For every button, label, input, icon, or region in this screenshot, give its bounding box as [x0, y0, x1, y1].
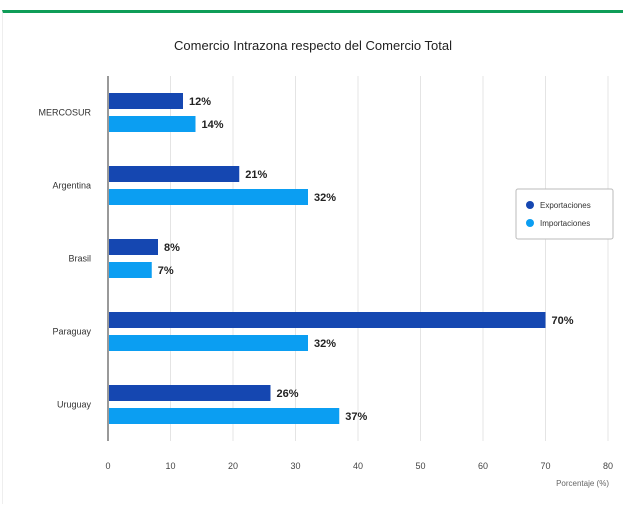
- data-label: 12%: [189, 96, 211, 108]
- x-tick-label: 50: [415, 461, 425, 471]
- x-axis-title: Porcentaje (%): [556, 479, 609, 488]
- data-label: 37%: [345, 411, 367, 423]
- legend-marker-exportaciones: [526, 201, 534, 209]
- category-labels: MERCOSUR Argentina Brasil Paraguay Uruguay: [38, 108, 91, 410]
- legend-label-importaciones: Importaciones: [540, 219, 590, 228]
- chart-card: Comercio Intrazona respecto del Comercio…: [2, 10, 623, 504]
- category-label: MERCOSUR: [38, 108, 91, 118]
- bar-exportaciones-paraguay: [109, 312, 546, 328]
- x-tick-labels: 0 10 20 30 40 50 60 70 80: [105, 461, 613, 471]
- bar-exportaciones-argentina: [109, 166, 240, 182]
- bar-importaciones-paraguay: [109, 335, 308, 351]
- legend: Exportaciones Importaciones: [515, 188, 614, 240]
- x-tick-label: 40: [353, 461, 363, 471]
- bar-importaciones-brasil: [109, 262, 152, 278]
- data-label: 26%: [277, 388, 299, 400]
- x-tick-label: 80: [603, 461, 613, 471]
- x-tick-label: 30: [290, 461, 300, 471]
- data-label: 21%: [245, 169, 267, 181]
- chart-title: Comercio Intrazona respecto del Comercio…: [174, 38, 452, 53]
- legend-box: [515, 188, 614, 240]
- x-tick-label: 70: [540, 461, 550, 471]
- legend-marker-importaciones: [526, 219, 534, 227]
- gridlines: [170, 76, 609, 441]
- category-label: Brasil: [68, 254, 91, 264]
- x-tick-label: 10: [165, 461, 175, 471]
- data-label: 8%: [164, 242, 180, 254]
- data-label: 32%: [314, 338, 336, 350]
- x-tick-label: 0: [105, 461, 110, 471]
- data-label: 14%: [202, 119, 224, 131]
- data-label: 7%: [158, 265, 174, 277]
- bar-exportaciones-uruguay: [109, 385, 271, 401]
- data-labels: 12% 14% 21% 32% 8% 7% 70% 32% 26% 37%: [158, 96, 574, 423]
- x-tick-label: 60: [478, 461, 488, 471]
- bar-importaciones-mercosur: [109, 116, 196, 132]
- x-tick-label: 20: [228, 461, 238, 471]
- bar-chart: Comercio Intrazona respecto del Comercio…: [38, 38, 614, 488]
- bar-importaciones-argentina: [109, 189, 308, 205]
- legend-label-exportaciones: Exportaciones: [540, 201, 591, 210]
- category-label: Uruguay: [57, 400, 92, 410]
- bar-exportaciones-brasil: [109, 239, 158, 255]
- bars: [109, 93, 546, 424]
- data-label: 32%: [314, 192, 336, 204]
- bar-importaciones-uruguay: [109, 408, 340, 424]
- category-label: Paraguay: [52, 327, 91, 337]
- category-label: Argentina: [52, 181, 91, 191]
- data-label: 70%: [552, 315, 574, 327]
- bar-exportaciones-mercosur: [109, 93, 183, 109]
